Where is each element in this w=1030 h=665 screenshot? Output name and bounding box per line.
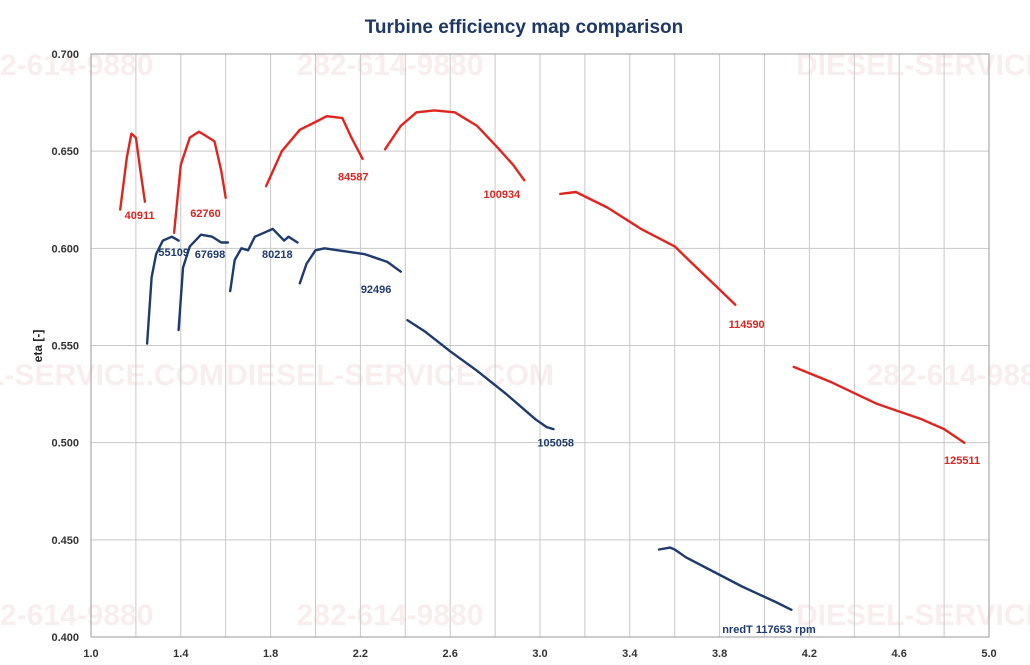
watermark-text: 282-614-9880 (0, 599, 153, 632)
x-tick-label: 3.8 (712, 648, 727, 660)
series-line-80218 (228, 227, 299, 293)
series-line-40911 (118, 132, 147, 211)
x-tick-label: 1.4 (173, 648, 189, 660)
x-tick-label: 2.6 (443, 648, 458, 660)
series-label-40911: 40911 (125, 210, 155, 222)
series-line-125511 (792, 365, 966, 444)
series-line-100934 (383, 109, 526, 182)
series-line-92496 (298, 247, 402, 285)
plot-frame (90, 53, 990, 638)
series-line-62760 (172, 130, 227, 235)
series-line-105058 (406, 319, 555, 431)
series-label-84587: 84587 (338, 171, 369, 183)
x-tick-label: 3.4 (622, 648, 638, 660)
series-line-117653 (657, 546, 793, 611)
series-line-67698 (177, 233, 230, 332)
y-tick-label: 0.650 (51, 146, 79, 158)
chart-title: Turbine efficiency map comparison (365, 17, 684, 38)
x-tick-label: 4.2 (802, 648, 817, 660)
watermark-text: DIESEL-SERVICE.COM (226, 359, 554, 392)
x-tick-label: 2.2 (353, 648, 368, 660)
series-label-92496: 92496 (361, 284, 392, 296)
y-tick-label: 0.700 (51, 49, 79, 61)
y-tick-label: 0.600 (51, 243, 79, 255)
watermark-text: 282-614-9880 (297, 599, 484, 632)
series-labels: 40911 62760 84587 100934 114590 125511 55109 67… (125, 171, 980, 636)
series-layer (118, 109, 966, 611)
y-tick-label: 0.400 (51, 632, 79, 644)
grid (90, 53, 990, 638)
y-axis: 0.400 0.450 0.500 0.550 0.600 0.650 0.700 (51, 49, 79, 644)
series-line-114590 (559, 190, 737, 306)
x-axis: 1.0 1.4 1.8 2.2 2.6 3.0 3.4 3.8 4.2 4.6 5.0 (83, 648, 996, 660)
watermark-text: 282-614-9880 (867, 359, 1030, 392)
series-line-55109 (145, 235, 180, 345)
series-label-80218: 80218 (262, 249, 293, 261)
watermark-text: DIESEL-SERVICE.COM (0, 359, 224, 392)
series-label-55109: 55109 (158, 247, 189, 259)
series-label-125511: 125511 (944, 455, 980, 467)
y-tick-label: 0.450 (51, 535, 79, 547)
x-tick-label: 5.0 (981, 648, 996, 660)
y-axis-label: eta [-] (31, 330, 45, 363)
x-tick-label: 4.6 (892, 648, 907, 660)
series-label-117653: nredT 117653 rpm (722, 624, 816, 636)
y-tick-label: 0.550 (51, 341, 79, 353)
x-tick-label: 1.0 (83, 648, 98, 660)
series-label-62760: 62760 (190, 208, 221, 220)
watermark-text: DIESEL-SERVICE.COM (796, 599, 1030, 632)
x-tick-label: 3.0 (532, 648, 547, 660)
series-label-105058: 105058 (537, 438, 574, 450)
series-label-67698: 67698 (195, 249, 226, 261)
series-label-100934: 100934 (483, 189, 521, 201)
x-tick-label: 1.8 (263, 648, 278, 660)
series-label-114590: 114590 (729, 319, 765, 331)
y-tick-label: 0.500 (51, 438, 79, 450)
series-line-84587 (264, 114, 364, 188)
